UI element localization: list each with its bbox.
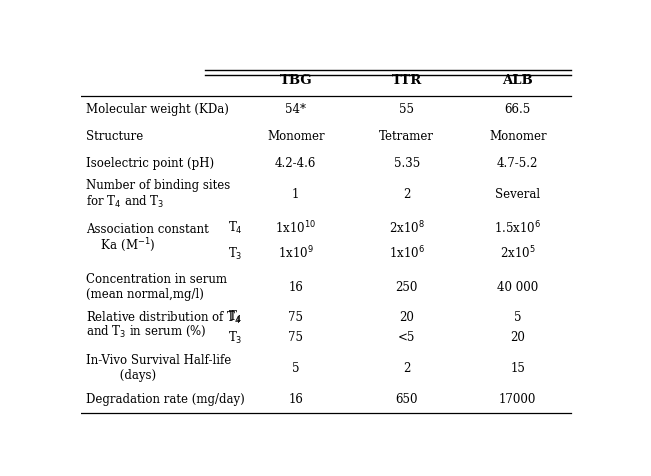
Text: Ka (M$^{-1}$): Ka (M$^{-1}$) — [87, 237, 156, 254]
Text: Relative distribution of T$_4$: Relative distribution of T$_4$ — [87, 310, 242, 327]
Text: Tetramer: Tetramer — [380, 130, 434, 143]
Text: 75: 75 — [288, 311, 303, 324]
Text: ALB: ALB — [503, 74, 533, 88]
Text: 16: 16 — [288, 393, 303, 406]
Text: Concentration in serum
(mean normal,mg/l): Concentration in serum (mean normal,mg/l… — [87, 273, 227, 301]
Text: In-Vivo Survival Half-life
         (days): In-Vivo Survival Half-life (days) — [87, 354, 232, 382]
Text: 4.2-4.6: 4.2-4.6 — [275, 157, 316, 170]
Text: 20: 20 — [399, 311, 414, 324]
Text: 5: 5 — [514, 311, 521, 324]
Text: 66.5: 66.5 — [505, 103, 531, 116]
Text: 20: 20 — [510, 331, 525, 344]
Text: 55: 55 — [399, 103, 414, 116]
Text: Several: Several — [495, 188, 540, 201]
Text: 2: 2 — [403, 188, 411, 201]
Text: 2x10$^{5}$: 2x10$^{5}$ — [500, 245, 536, 262]
Text: 1.5x10$^{6}$: 1.5x10$^{6}$ — [494, 220, 542, 236]
Text: 75: 75 — [288, 331, 303, 344]
Text: T$_3$: T$_3$ — [228, 330, 243, 346]
Text: Molecular weight (KDa): Molecular weight (KDa) — [87, 103, 229, 116]
Text: Degradation rate (mg/day): Degradation rate (mg/day) — [87, 393, 245, 406]
Text: 1x10$^{6}$: 1x10$^{6}$ — [389, 245, 424, 262]
Text: 1: 1 — [292, 188, 299, 201]
Text: 1x10$^{9}$: 1x10$^{9}$ — [278, 245, 314, 262]
Text: 4.7-5.2: 4.7-5.2 — [497, 157, 538, 170]
Text: 1x10$^{10}$: 1x10$^{10}$ — [275, 220, 316, 236]
Text: Association constant: Association constant — [87, 223, 209, 236]
Text: 250: 250 — [396, 280, 418, 294]
Text: Number of binding sites
for T$_4$ and T$_3$: Number of binding sites for T$_4$ and T$… — [87, 178, 230, 210]
Text: <5: <5 — [398, 331, 415, 344]
Text: 17000: 17000 — [499, 393, 536, 406]
Text: 54*: 54* — [285, 103, 307, 116]
Text: 15: 15 — [510, 362, 525, 375]
Text: T$_4$: T$_4$ — [228, 309, 243, 326]
Text: TTR: TTR — [392, 74, 422, 88]
Text: T$_4$: T$_4$ — [228, 220, 243, 236]
Text: 40 000: 40 000 — [497, 280, 538, 294]
Text: 2x10$^{8}$: 2x10$^{8}$ — [389, 220, 424, 236]
Text: and T$_3$ in serum (%): and T$_3$ in serum (%) — [87, 324, 207, 339]
Text: T$_3$: T$_3$ — [228, 246, 243, 261]
Text: 5.35: 5.35 — [394, 157, 420, 170]
Text: Monomer: Monomer — [267, 130, 325, 143]
Text: 650: 650 — [396, 393, 418, 406]
Text: TBG: TBG — [279, 74, 312, 88]
Text: Structure: Structure — [87, 130, 144, 143]
Text: 2: 2 — [403, 362, 411, 375]
Text: Monomer: Monomer — [489, 130, 547, 143]
Text: 5: 5 — [292, 362, 299, 375]
Text: Isoelectric point (pH): Isoelectric point (pH) — [87, 157, 215, 170]
Text: 16: 16 — [288, 280, 303, 294]
